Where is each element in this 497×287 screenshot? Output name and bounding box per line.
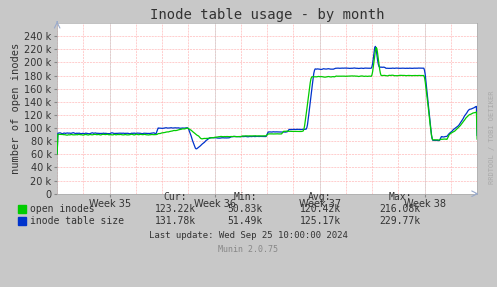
Text: Munin 2.0.75: Munin 2.0.75 [218, 245, 278, 253]
Text: 216.08k: 216.08k [379, 204, 420, 214]
Text: 131.78k: 131.78k [155, 216, 195, 226]
Text: Cur:: Cur: [163, 192, 187, 202]
Bar [18, 217, 26, 225]
Text: Avg:: Avg: [308, 192, 332, 202]
Text: 120.42k: 120.42k [299, 204, 340, 214]
Text: 123.22k: 123.22k [155, 204, 195, 214]
Text: Min:: Min: [233, 192, 257, 202]
Text: Max:: Max: [388, 192, 412, 202]
Text: 50.83k: 50.83k [227, 204, 262, 214]
Text: 229.77k: 229.77k [379, 216, 420, 226]
Text: open inodes: open inodes [30, 204, 94, 214]
Title: Inode table usage - by month: Inode table usage - by month [150, 8, 384, 22]
Text: RRDTOOL / TOBI OETIKER: RRDTOOL / TOBI OETIKER [489, 90, 495, 184]
Text: 51.49k: 51.49k [227, 216, 262, 226]
Text: Last update: Wed Sep 25 10:00:00 2024: Last update: Wed Sep 25 10:00:00 2024 [149, 230, 347, 239]
Y-axis label: number of open inodes: number of open inodes [11, 43, 21, 174]
Bar [18, 205, 26, 213]
Text: inode table size: inode table size [30, 216, 124, 226]
Text: 125.17k: 125.17k [299, 216, 340, 226]
